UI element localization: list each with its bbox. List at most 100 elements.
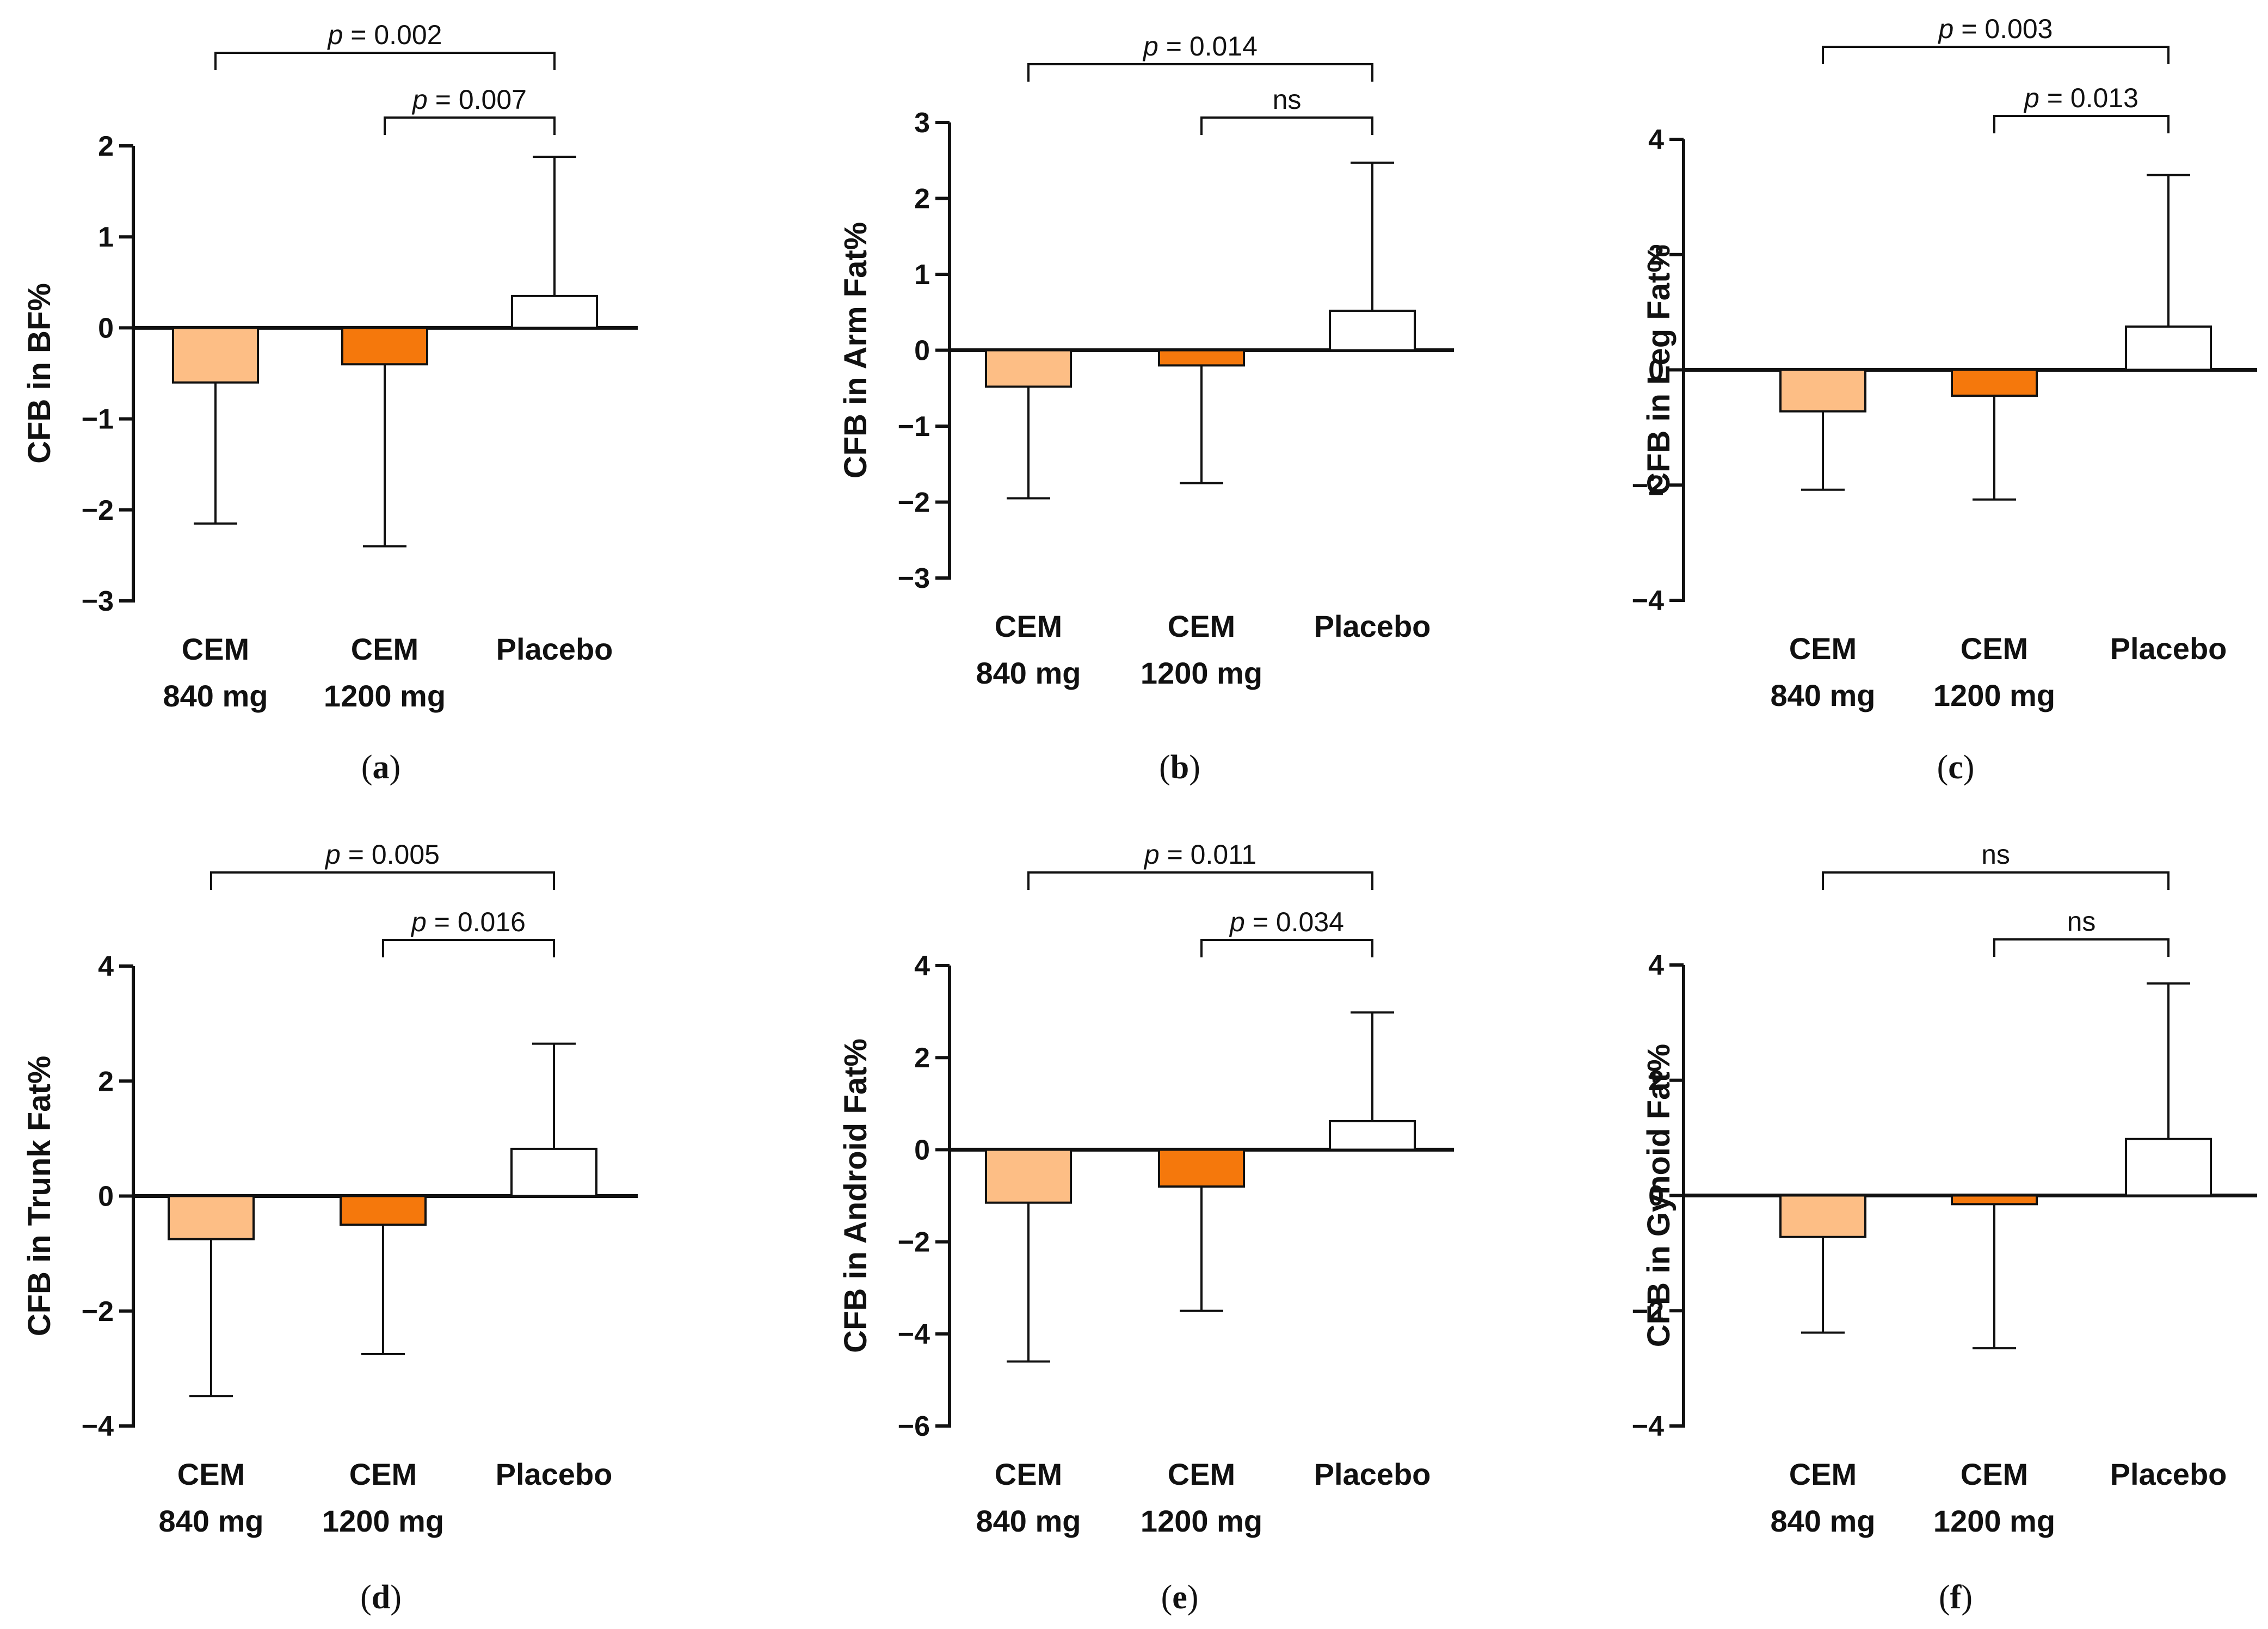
y-tick-label: 4 <box>1648 124 1664 156</box>
significance-bracket <box>214 52 556 70</box>
x-category-label: Placebo <box>2110 631 2227 666</box>
significance-label: p = 0.003 <box>1938 14 2053 44</box>
y-tick-label: 2 <box>1648 239 1664 271</box>
x-category-label: CEM <box>351 632 418 666</box>
y-tick-label: 0 <box>914 1134 930 1166</box>
x-category-label: CEM <box>177 1457 245 1491</box>
y-tick-label: 2 <box>1648 1065 1664 1097</box>
bar-1 <box>1951 1194 2038 1206</box>
x-category-label: CEM <box>1789 631 1857 666</box>
x-category-label: CEM <box>995 609 1062 643</box>
x-category-label: 840 mg <box>1771 1504 1876 1538</box>
chart-panel-f: −4 −2 0 2 4 CEM 840 mg CEM 1200 mg Placebo CFB in … <box>1632 839 2257 1616</box>
y-axis-title: CFB in BF% <box>22 283 57 464</box>
x-category-label: 1200 mg <box>1933 1504 2055 1538</box>
x-category-label: 1200 mg <box>322 1504 444 1538</box>
x-category-label: 1200 mg <box>324 679 446 713</box>
y-tick-label: 0 <box>914 335 930 367</box>
panel-caption: (b) <box>1159 749 1200 786</box>
bar-2 <box>1329 309 1416 352</box>
chart-panel-a: −3 −2 −1 0 1 2 CEM 840 mg CEM 1200 mg Placebo CFB i… <box>22 20 638 786</box>
bar-1 <box>340 1195 427 1226</box>
significance-label: p = 0.007 <box>411 84 527 115</box>
panel-caption: (d) <box>360 1579 402 1616</box>
significance-label: ns <box>2067 906 2096 937</box>
x-category-label: 1200 mg <box>1141 656 1262 690</box>
y-tick-label: 2 <box>914 183 930 215</box>
significance-bracket <box>1993 115 2170 133</box>
bar-0 <box>168 1195 255 1240</box>
significance-bracket <box>1200 939 1373 957</box>
x-category-label: Placebo <box>2110 1457 2227 1491</box>
y-tick-label: 0 <box>1648 355 1664 386</box>
y-tick-label: −1 <box>82 404 114 435</box>
y-axis-title: CFB in Trunk Fat% <box>22 1056 57 1337</box>
x-category-label: 1200 mg <box>1141 1504 1262 1538</box>
panel-caption: (c) <box>1937 749 1975 786</box>
chart-panel-b: −3 −2 −1 0 1 2 3 CEM 840 mg CEM 1200 mg Placebo CFB … <box>838 31 1454 786</box>
panel-caption: (e) <box>1161 1579 1199 1616</box>
y-tick-label: 4 <box>98 951 114 982</box>
bar-1 <box>1951 368 2038 397</box>
y-tick-label: −2 <box>1632 470 1664 501</box>
x-category-label: CEM <box>349 1457 417 1491</box>
significance-label: p = 0.013 <box>2023 83 2138 113</box>
significance-label: p = 0.014 <box>1142 31 1258 62</box>
x-category-label: CEM <box>1168 609 1235 643</box>
y-tick-label: 4 <box>1648 950 1664 981</box>
y-axis-title: CFB in Leg Fat% <box>1641 244 1677 495</box>
significance-label: p = 0.034 <box>1229 907 1344 937</box>
significance-bracket <box>384 116 556 135</box>
chart-panel-e: −6 −4 −2 0 2 4 CEM 840 mg CEM 1200 mg Placebo CFB i… <box>838 839 1454 1616</box>
y-tick-label: −2 <box>1632 1295 1664 1327</box>
x-category-label: Placebo <box>496 1457 613 1491</box>
y-tick-label: −4 <box>898 1319 930 1350</box>
significance-bracket <box>210 871 555 890</box>
bar-2 <box>510 1147 597 1197</box>
y-tick-label: −3 <box>82 586 114 617</box>
y-tick-label: 2 <box>98 1066 114 1097</box>
y-tick-label: −2 <box>82 1296 114 1327</box>
x-category-label: Placebo <box>1314 1457 1431 1491</box>
y-tick-label: 0 <box>1648 1181 1664 1212</box>
bar-0 <box>1779 1194 1866 1238</box>
y-tick-label: −3 <box>898 563 930 594</box>
y-tick-label: 4 <box>914 950 930 982</box>
significance-label: ns <box>1273 84 1302 115</box>
y-axis-title: CFB in Android Fat% <box>838 1038 873 1353</box>
significance-label: p = 0.005 <box>324 839 440 870</box>
x-category-label: CEM <box>1168 1457 1235 1491</box>
y-tick-label: 0 <box>98 1181 114 1213</box>
y-tick-label: 2 <box>914 1042 930 1074</box>
panel-caption: (a) <box>361 749 400 786</box>
y-tick-label: −2 <box>82 495 114 526</box>
significance-bracket <box>1027 871 1373 890</box>
bar-1 <box>341 327 428 366</box>
y-axis-title: CFB in Arm Fat% <box>838 222 873 479</box>
y-tick-label: −2 <box>898 487 930 519</box>
y-tick-label: −4 <box>82 1411 114 1442</box>
y-tick-label: 3 <box>914 107 930 139</box>
chart-panel-c: −4 −2 0 2 4 CEM 840 mg CEM 1200 mg Placebo CFB in … <box>1632 14 2257 786</box>
x-category-label: 840 mg <box>1771 678 1876 712</box>
y-tick-label: −2 <box>898 1227 930 1258</box>
significance-bracket <box>1822 871 2170 890</box>
x-category-label: CEM <box>1961 1457 2028 1491</box>
significance-label: p = 0.011 <box>1143 839 1256 870</box>
y-tick-label: 1 <box>98 222 114 253</box>
x-category-label: 840 mg <box>159 1504 264 1538</box>
bar-2 <box>2125 325 2212 371</box>
bar-1 <box>1158 349 1245 367</box>
significance-bracket <box>382 939 555 957</box>
x-category-label: Placebo <box>496 632 613 666</box>
chart-panel-d: −4 −2 0 2 4 CEM 840 mg CEM 1200 mg Placebo CFB in … <box>22 839 638 1616</box>
y-tick-label: 1 <box>914 259 930 291</box>
significance-label: p = 0.002 <box>327 20 442 50</box>
x-category-label: 840 mg <box>163 679 268 713</box>
bar-2 <box>1329 1120 1416 1151</box>
x-category-label: 1200 mg <box>1933 678 2055 712</box>
bar-2 <box>2125 1138 2212 1197</box>
significance-bracket <box>1993 938 2170 957</box>
bar-1 <box>1158 1148 1245 1188</box>
